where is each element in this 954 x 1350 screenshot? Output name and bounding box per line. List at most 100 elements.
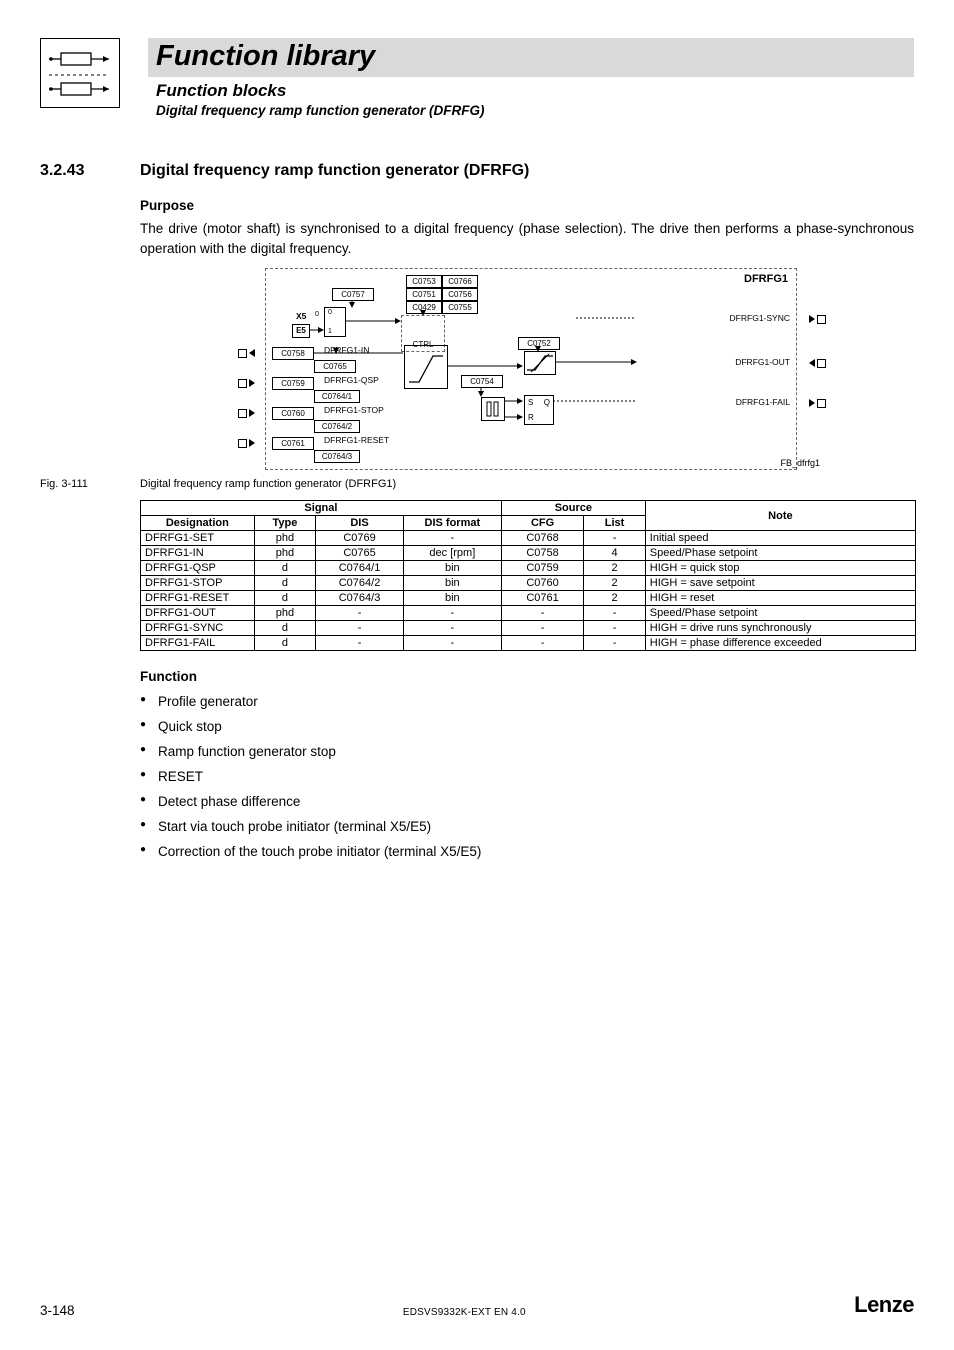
cell-type: phd (254, 531, 316, 546)
cell-designation: DFRFG1-IN (141, 546, 255, 561)
cell-cfg: - (501, 606, 583, 621)
cell-type: phd (254, 546, 316, 561)
cell-designation: DFRFG1-OUT (141, 606, 255, 621)
cell-dis-format: bin (403, 591, 501, 606)
page-footer: 3-148 EDSVS9332K-EXT EN 4.0 Lenze (40, 1292, 914, 1318)
col-signal: Signal (141, 501, 502, 516)
cell-list: - (584, 606, 646, 621)
cell-dis-format: dec [rpm] (403, 546, 501, 561)
col-list: List (584, 516, 646, 531)
out-tri-icon (809, 359, 815, 367)
cell-list: 2 (584, 591, 646, 606)
doc-id: EDSVS9332K-EXT EN 4.0 (403, 1307, 526, 1318)
table-header-row-1: Signal Source Note (141, 501, 916, 516)
page-number: 3-148 (40, 1303, 75, 1318)
header-text-block: Function library Function blocks Digital… (148, 38, 914, 118)
doc-subtitle2: Digital frequency ramp function generato… (156, 103, 914, 118)
cell-note: HIGH = phase difference exceeded (645, 636, 915, 651)
col-dis-format: DIS format (403, 516, 501, 531)
cell-dis: C0764/2 (316, 576, 404, 591)
cell-list: 4 (584, 546, 646, 561)
table-row: DFRFG1-STOPdC0764/2binC07602HIGH = save … (141, 576, 916, 591)
in-tri-icon (249, 379, 255, 387)
table-head: Signal Source Note Designation Type DIS … (141, 501, 916, 531)
dfrfg-diagram: DFRFG1 C0753 C0766 C0757 C0751 C0756 C04… (265, 268, 797, 470)
cell-note: Speed/Phase setpoint (645, 546, 915, 561)
cell-type: d (254, 621, 316, 636)
cell-list: 2 (584, 561, 646, 576)
table-row: DFRFG1-SYNCd----HIGH = drive runs synchr… (141, 621, 916, 636)
cell-dis: - (316, 621, 404, 636)
col-cfg: CFG (501, 516, 583, 531)
cell-list: - (584, 636, 646, 651)
cell-type: phd (254, 606, 316, 621)
brand-logo: Lenze (854, 1292, 914, 1318)
figure-number: Fig. 3-111 (40, 478, 140, 490)
cell-note: Speed/Phase setpoint (645, 606, 915, 621)
list-item: RESET (158, 765, 914, 790)
header-block-icon (40, 38, 120, 108)
input-port (238, 379, 247, 388)
cell-cfg: C0758 (501, 546, 583, 561)
col-note: Note (645, 501, 915, 531)
input-port (238, 349, 247, 358)
figure-caption: Fig. 3-111 Digital frequency ramp functi… (40, 478, 914, 490)
cell-cfg: - (501, 636, 583, 651)
list-item: Quick stop (158, 715, 914, 740)
cell-cfg: C0759 (501, 561, 583, 576)
out-arrow-icon (809, 399, 815, 407)
cell-note: HIGH = save setpoint (645, 576, 915, 591)
list-item: Start via touch probe initiator (termina… (158, 815, 914, 840)
diagram-wires (266, 269, 796, 469)
figure-caption-text: Digital frequency ramp function generato… (140, 478, 396, 490)
cell-dis: C0769 (316, 531, 404, 546)
cell-dis-format: - (403, 636, 501, 651)
function-heading: Function (140, 669, 914, 684)
table-row: DFRFG1-QSPdC0764/1binC07592HIGH = quick … (141, 561, 916, 576)
cell-note: Initial speed (645, 531, 915, 546)
cell-cfg: - (501, 621, 583, 636)
table-row: DFRFG1-SETphdC0769-C0768-Initial speed (141, 531, 916, 546)
output-port (817, 399, 826, 408)
out-arrow-icon (809, 315, 815, 323)
section-number: 3.2.43 (40, 162, 140, 180)
doc-title: Function library (156, 40, 906, 73)
page-header: Function library Function blocks Digital… (0, 0, 954, 118)
section-title: Digital frequency ramp function generato… (140, 162, 529, 180)
table-row: DFRFG1-RESETdC0764/3binC07612HIGH = rese… (141, 591, 916, 606)
table-row: DFRFG1-FAILd----HIGH = phase difference … (141, 636, 916, 651)
cell-type: d (254, 561, 316, 576)
col-designation: Designation (141, 516, 255, 531)
in-tri-icon (249, 409, 255, 417)
cell-dis: C0764/1 (316, 561, 404, 576)
cell-type: d (254, 636, 316, 651)
cell-type: d (254, 576, 316, 591)
cell-designation: DFRFG1-SYNC (141, 621, 255, 636)
fb-internal-label: FB_dfrfg1 (780, 458, 820, 468)
purpose-text: The drive (motor shaft) is synchronised … (140, 219, 914, 258)
function-list: Profile generatorQuick stopRamp function… (140, 690, 914, 865)
doc-subtitle: Function blocks (156, 81, 914, 101)
list-item: Ramp function generator stop (158, 740, 914, 765)
cell-note: HIGH = reset (645, 591, 915, 606)
section-heading-row: 3.2.43 Digital frequency ramp function g… (40, 162, 914, 180)
cell-dis-format: - (403, 531, 501, 546)
cell-designation: DFRFG1-RESET (141, 591, 255, 606)
title-banner: Function library (148, 38, 914, 77)
col-source: Source (501, 501, 645, 516)
cell-cfg: C0761 (501, 591, 583, 606)
table-body: DFRFG1-SETphdC0769-C0768-Initial speedDF… (141, 531, 916, 651)
cell-dis: C0764/3 (316, 591, 404, 606)
cell-designation: DFRFG1-QSP (141, 561, 255, 576)
cell-dis: C0765 (316, 546, 404, 561)
cell-designation: DFRFG1-FAIL (141, 636, 255, 651)
cell-cfg: C0760 (501, 576, 583, 591)
cell-dis: - (316, 636, 404, 651)
figure-wrap: DFRFG1 C0753 C0766 C0757 C0751 C0756 C04… (140, 268, 914, 470)
list-item: Detect phase difference (158, 790, 914, 815)
cell-note: HIGH = quick stop (645, 561, 915, 576)
table-row: DFRFG1-INphdC0765dec [rpm]C07584Speed/Ph… (141, 546, 916, 561)
output-port (817, 359, 826, 368)
cell-list: - (584, 621, 646, 636)
list-item: Correction of the touch probe initiator … (158, 840, 914, 865)
